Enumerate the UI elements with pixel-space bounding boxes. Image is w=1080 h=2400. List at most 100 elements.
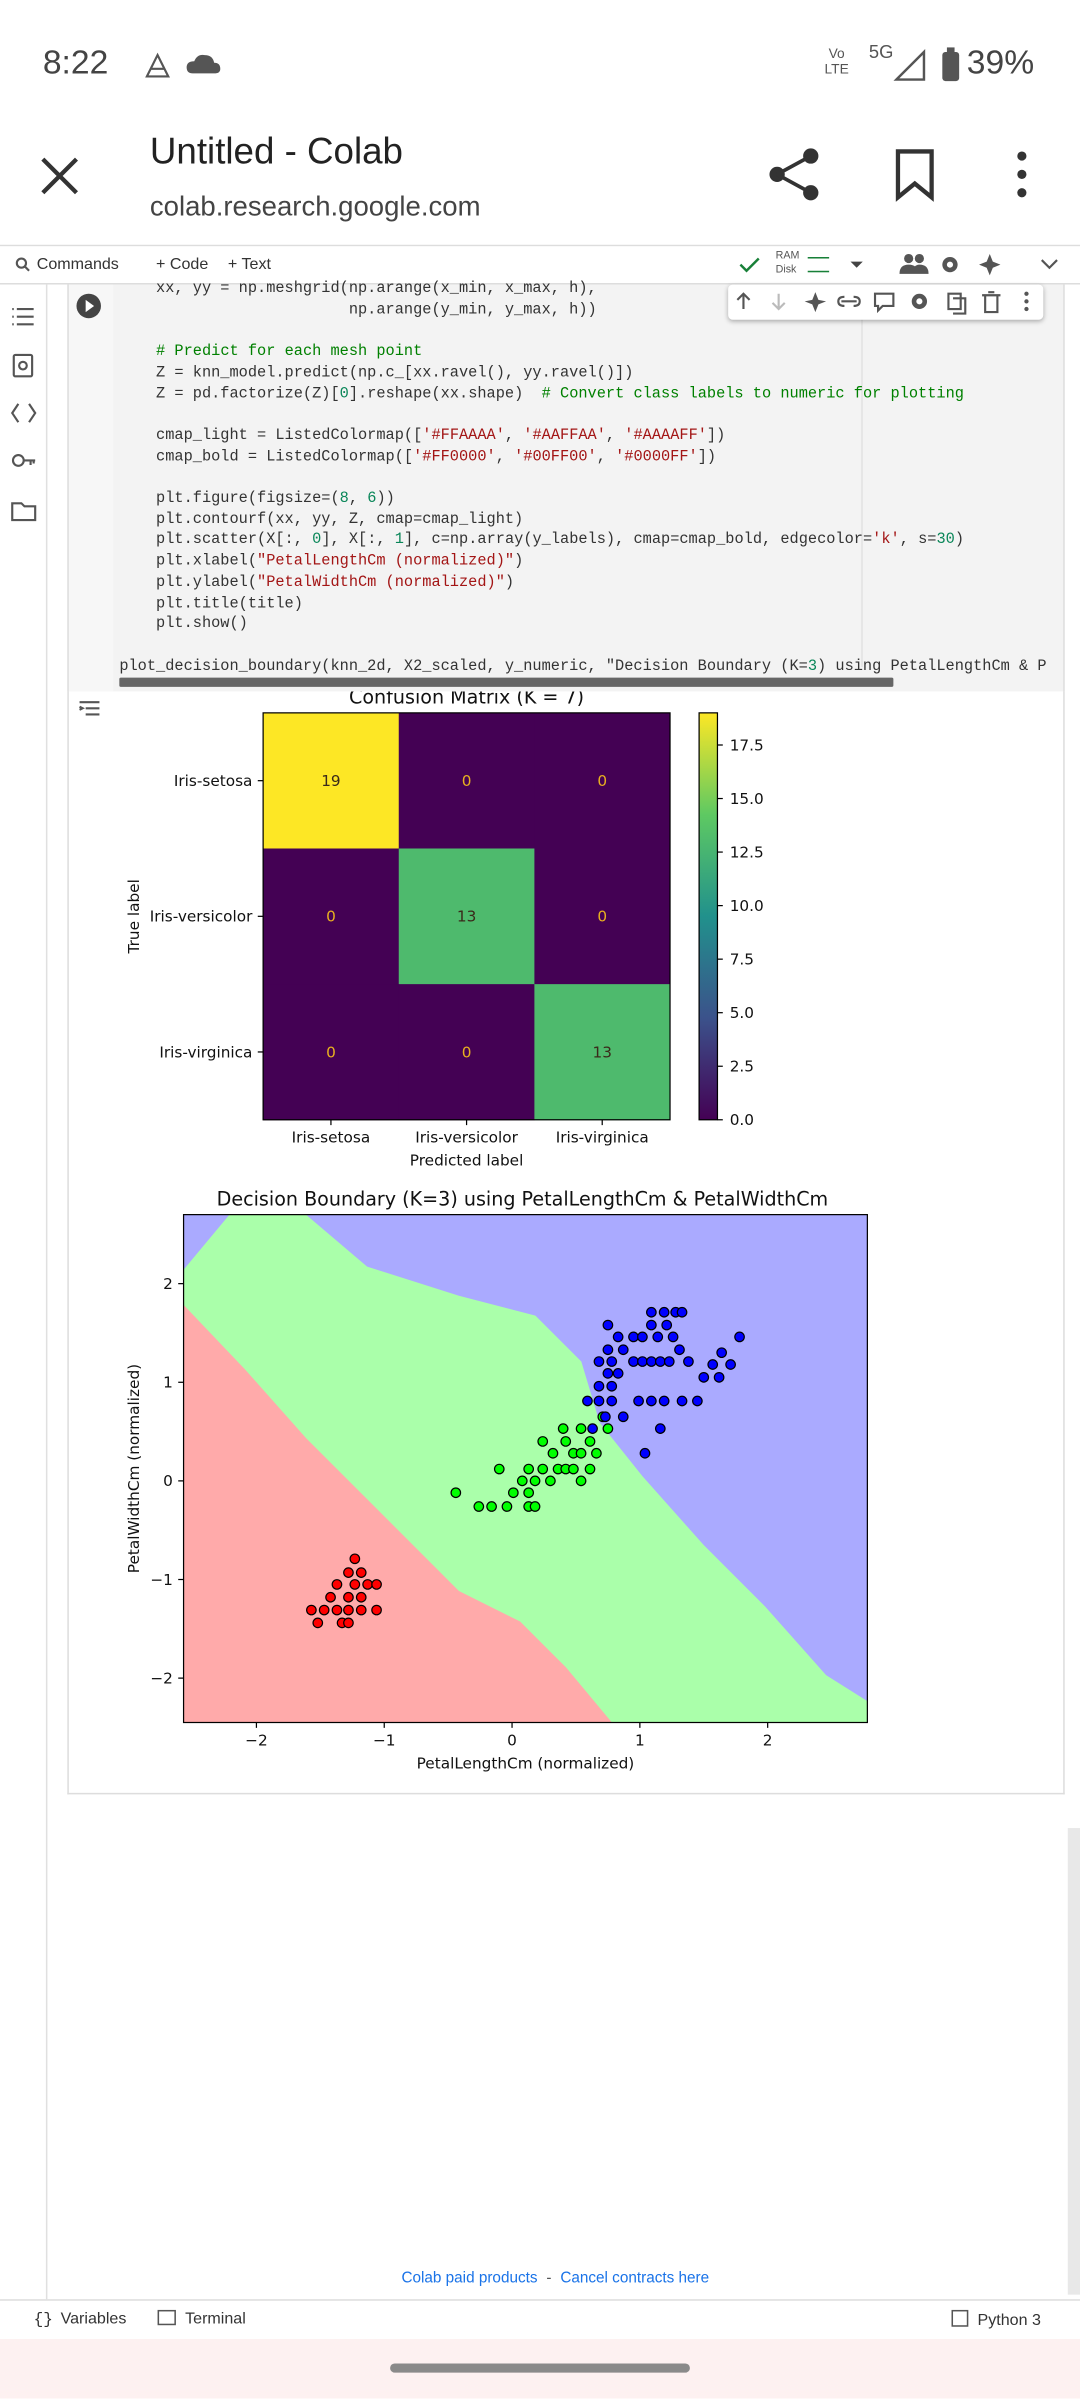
commands-button[interactable]: Commands [36, 255, 119, 274]
page-url: colab.research.google.com [149, 191, 481, 222]
code-token: plt.figure(figsize=( [119, 491, 340, 508]
gemini-button[interactable] [979, 253, 1001, 276]
header-divider [0, 244, 1080, 247]
battery-tip [946, 47, 955, 53]
gemini-cell[interactable] [804, 292, 827, 313]
home-handle[interactable] [390, 2363, 690, 2373]
data-point [602, 1423, 614, 1434]
y-axis-label: True label [125, 879, 143, 954]
vertical-scrollbar[interactable] [1067, 1828, 1080, 2295]
add-text-button[interactable]: + Text [227, 255, 271, 274]
data-point [661, 1319, 673, 1331]
x-tick-label: −2 [245, 1731, 268, 1749]
comment[interactable] [873, 292, 895, 314]
data-point [450, 1487, 462, 1499]
data-point [591, 1447, 602, 1459]
add-code-button[interactable]: + Code [156, 255, 209, 274]
code-token: '#0000FF' [615, 449, 698, 466]
delete[interactable] [982, 291, 1001, 314]
cell-label: 13 [457, 908, 476, 926]
data-point [575, 1423, 587, 1434]
move-up[interactable] [736, 292, 751, 310]
code-token: plt.scatter(X[:, [119, 532, 313, 550]
code-token: ], X[:, [321, 532, 395, 550]
share-people[interactable] [899, 253, 929, 274]
horizontal-scrollbar[interactable] [119, 677, 894, 687]
run-button[interactable] [75, 292, 103, 320]
y-tick-label: 0 [163, 1472, 173, 1490]
code-line: plt.contourf(xx, yy, Z, cmap=cmap_light) [119, 512, 523, 530]
resources[interactable]: RAM Disk [776, 249, 800, 277]
terminal-label: Terminal [185, 2309, 246, 2329]
cell-settings[interactable] [911, 293, 928, 310]
data-point [355, 1604, 367, 1616]
secrets-button[interactable] [11, 454, 36, 467]
data-point [602, 1368, 614, 1379]
connected-icon [739, 257, 760, 273]
colab-toolbar: Commands + Code + Text RAM Disk [0, 246, 1080, 285]
paid-products-link[interactable]: Colab paid products [401, 2270, 538, 2287]
link[interactable] [837, 295, 861, 308]
data-point [312, 1617, 324, 1629]
output-menu[interactable] [76, 698, 104, 719]
data-point [602, 1344, 614, 1356]
data-point [602, 1319, 614, 1331]
share-button[interactable] [769, 148, 819, 201]
data-point [599, 1411, 611, 1423]
snippets-button[interactable] [10, 403, 37, 423]
code-token: plt.xlabel( [119, 553, 258, 571]
code-token: , [348, 491, 368, 508]
status-icons [145, 52, 221, 78]
code-token: ]) [697, 449, 717, 466]
code-line: np.arange(y_min, y_max, h)) [119, 302, 597, 320]
header-actions [769, 148, 1027, 202]
code-editor [113, 284, 1064, 692]
plot-frame [182, 1214, 868, 1724]
cloud-icon [186, 54, 221, 74]
mirror[interactable] [947, 292, 967, 315]
data-point [663, 1356, 675, 1367]
colorbar-tick-label: 7.5 [730, 951, 754, 969]
y-tick-label: Iris-setosa [174, 772, 253, 790]
colorbar-tick-label: 10.0 [730, 897, 764, 915]
settings-button[interactable] [942, 256, 958, 273]
menu-button[interactable] [1017, 151, 1027, 198]
close-button[interactable] [37, 153, 83, 199]
resources-dropdown[interactable] [850, 261, 863, 268]
data-point [537, 1436, 549, 1447]
data-point [674, 1344, 685, 1356]
move-down[interactable] [771, 293, 786, 311]
code-token: ].reshape(xx.shape) [348, 386, 542, 404]
code-token: cmap_bold = ListedColormap([ [119, 449, 414, 466]
cancel-contracts-link[interactable]: Cancel contracts here [560, 2270, 710, 2287]
toc-button[interactable] [12, 307, 34, 326]
find-button[interactable] [12, 353, 34, 378]
code-token: ]) [706, 428, 726, 445]
code-token: # Convert class labels to numeric for pl… [541, 386, 964, 404]
terminal-button[interactable]: Terminal [157, 2309, 246, 2329]
collapse-button[interactable] [1041, 259, 1058, 270]
data-point [371, 1604, 382, 1616]
runtime-button[interactable]: Python 3 [951, 2309, 1041, 2330]
ram-bar [807, 256, 830, 259]
cell-label: 0 [462, 772, 472, 790]
search-icon [15, 257, 30, 272]
data-point [654, 1356, 666, 1367]
bookmark-button[interactable] [895, 149, 934, 202]
data-point [617, 1411, 629, 1423]
data-point [639, 1447, 651, 1459]
data-point [676, 1395, 688, 1407]
disk-label: Disk [775, 264, 797, 276]
data-point [654, 1423, 666, 1434]
matrix-cell [398, 984, 535, 1121]
files-button[interactable] [11, 502, 37, 522]
code-cell[interactable] [67, 284, 1065, 692]
data-point [652, 1331, 664, 1343]
status-time: 8:22 [42, 42, 109, 82]
cell-more[interactable] [1024, 291, 1029, 312]
code-token: 8 [339, 491, 349, 508]
variables-button[interactable]: {} Variables [34, 2310, 127, 2330]
variables-label: Variables [60, 2309, 127, 2329]
separator: - [546, 2270, 552, 2287]
